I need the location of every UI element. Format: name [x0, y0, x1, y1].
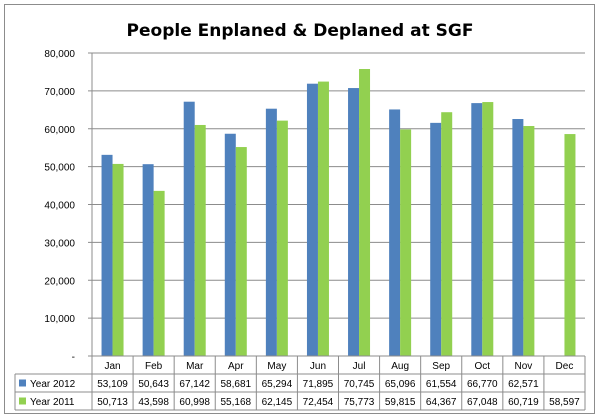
bar	[112, 163, 124, 356]
bar	[441, 112, 453, 356]
bar	[153, 190, 165, 356]
data-table-value: 60,998	[179, 397, 210, 408]
bar	[400, 129, 412, 356]
legend-swatch	[19, 379, 26, 387]
y-tick-label: 20,000	[44, 276, 75, 287]
data-table-value: 70,745	[344, 379, 375, 390]
data-table-value: 62,145	[262, 397, 293, 408]
bar	[512, 119, 524, 357]
x-tick-label: Mar	[186, 361, 204, 372]
bar	[523, 126, 535, 356]
data-table-value: 61,554	[426, 379, 457, 390]
data-table-value: 67,048	[467, 397, 498, 408]
bar	[389, 109, 401, 356]
x-tick-label: Sep	[432, 361, 450, 372]
data-table-value: 66,770	[467, 379, 498, 390]
data-table-value: 43,598	[138, 397, 169, 408]
bar	[306, 83, 318, 356]
bar	[265, 108, 277, 356]
legend-swatch	[19, 397, 26, 405]
bar	[359, 69, 371, 356]
data-table-value: 71,895	[303, 379, 334, 390]
legend-series-name: Year 2012	[30, 379, 76, 390]
x-tick-label: Jun	[310, 361, 326, 372]
y-tick-label: -	[72, 352, 75, 363]
legend-series-name: Year 2011	[30, 397, 75, 408]
y-tick-label: 60,000	[44, 125, 75, 136]
y-tick-label: 30,000	[44, 238, 75, 249]
data-table-value: 53,109	[97, 379, 128, 390]
data-table-value: 58,597	[549, 397, 580, 408]
data-table-value: 65,096	[385, 379, 416, 390]
bar	[482, 102, 494, 357]
bar	[101, 154, 113, 356]
x-tick-label: Oct	[475, 361, 491, 372]
x-tick-label: Aug	[391, 361, 409, 372]
bar	[142, 164, 154, 356]
data-table-value: 75,773	[344, 397, 375, 408]
data-table-value: 72,454	[303, 397, 334, 408]
y-tick-label: 80,000	[44, 49, 75, 60]
bar	[276, 120, 288, 356]
x-tick-label: Jan	[104, 361, 120, 372]
data-table-value: 50,713	[97, 397, 128, 408]
bar	[194, 124, 206, 356]
bar	[317, 81, 329, 356]
data-table-value: 59,815	[385, 397, 416, 408]
data-table-value: 58,681	[220, 379, 251, 390]
bar	[183, 101, 195, 356]
chart-frame: People Enplaned & Deplaned at SGF - 10,00…	[4, 4, 595, 414]
data-table-value: 55,168	[220, 397, 251, 408]
bar	[471, 103, 483, 356]
x-tick-label: Apr	[228, 361, 244, 372]
data-table-value: 50,643	[138, 379, 169, 390]
data-table-value: 67,142	[179, 379, 210, 390]
x-tick-label: Feb	[145, 361, 163, 372]
bar	[235, 147, 247, 356]
y-tick-label: 10,000	[44, 314, 75, 325]
chart-title: People Enplaned & Deplaned at SGF	[127, 21, 474, 41]
y-tick-label: 40,000	[44, 201, 75, 212]
data-table-value: 62,571	[508, 379, 539, 390]
y-tick-label: 70,000	[44, 87, 75, 98]
data-table-value: 60,719	[508, 397, 539, 408]
x-tick-label: Nov	[514, 361, 532, 372]
y-tick-label: 50,000	[44, 163, 75, 174]
x-tick-label: Dec	[556, 361, 574, 372]
bar	[348, 88, 360, 356]
data-table-value: 64,367	[426, 397, 457, 408]
x-tick-label: Jul	[353, 361, 366, 372]
chart-svg: People Enplaned & Deplaned at SGF - 10,00…	[14, 21, 586, 411]
bar	[224, 133, 236, 356]
data-table-value: 65,294	[262, 379, 293, 390]
x-tick-label: May	[267, 361, 286, 372]
bar	[430, 122, 442, 356]
bar	[564, 134, 576, 356]
